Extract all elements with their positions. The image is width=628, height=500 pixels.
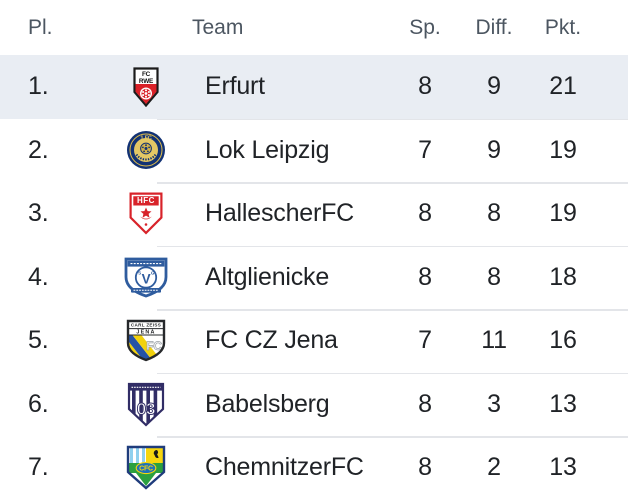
matches-cell: 8: [418, 72, 432, 101]
svg-text:1.FC: 1.FC: [140, 136, 151, 142]
table-row[interactable]: 4. S G V Altglienicke 8 8 18: [0, 245, 628, 310]
team-name-cell: Lok Leipzig: [205, 135, 330, 164]
team-name-cell: Erfurt: [205, 72, 265, 101]
babelsberg-crest-icon: 03: [100, 382, 192, 427]
svg-text:CFC: CFC: [139, 466, 153, 473]
goal-diff-cell: 9: [487, 72, 501, 101]
column-header-sp: Sp.: [409, 15, 441, 39]
svg-text:FC: FC: [142, 71, 151, 78]
team-name-cell: Altglienicke: [205, 262, 330, 291]
svg-text:FC: FC: [146, 339, 162, 353]
points-cell: 18: [549, 262, 577, 291]
svg-text:03: 03: [137, 399, 156, 418]
column-header-pkt: Pkt.: [544, 15, 582, 39]
points-cell: 19: [549, 135, 577, 164]
svg-text:V: V: [142, 271, 151, 286]
position-cell: 5.: [28, 326, 49, 355]
position-cell: 7.: [28, 453, 49, 482]
matches-cell: 8: [418, 262, 432, 291]
goal-diff-cell: 3: [487, 389, 501, 418]
column-header-pl: Pl.: [28, 15, 53, 39]
jena-crest-icon: FC CARL ZEISS JENA: [100, 319, 192, 362]
points-cell: 13: [549, 453, 577, 482]
table-row[interactable]: 3. HFC HallescherFC 8 8 19: [0, 182, 628, 246]
matches-cell: 8: [418, 199, 432, 228]
lok-leipzig-crest-icon: 1.FC: [100, 130, 192, 170]
goal-diff-cell: 9: [487, 135, 501, 164]
team-name-cell: ChemnitzerFC: [205, 453, 364, 482]
table-row[interactable]: 1. FC RWE Erfurt 8 9 21: [0, 55, 628, 119]
matches-cell: 7: [418, 326, 432, 355]
position-cell: 4.: [28, 262, 49, 291]
team-name-cell: HallescherFC: [205, 199, 355, 228]
svg-text:RWE: RWE: [139, 78, 154, 85]
matches-cell: 7: [418, 135, 432, 164]
hallescher-crest-icon: HFC: [100, 191, 192, 236]
position-cell: 6.: [28, 389, 49, 418]
team-name-cell: FC CZ Jena: [205, 326, 338, 355]
position-cell: 1.: [28, 72, 49, 101]
chemnitzer-crest-icon: CFC: [100, 445, 192, 490]
table-row[interactable]: 5. FC CARL ZEISS JENA FC CZ Jena 7 11 16: [0, 309, 628, 373]
svg-text:JENA: JENA: [136, 330, 155, 336]
svg-text:G: G: [151, 270, 155, 275]
table-row[interactable]: 7. CFC ChemnitzerFC 8 2 13: [0, 436, 628, 500]
svg-text:S: S: [138, 270, 141, 275]
matches-cell: 8: [418, 453, 432, 482]
table-row[interactable]: 2. 1.FC Lok Leipzig 7 9 19: [0, 118, 628, 183]
position-cell: 3.: [28, 199, 49, 228]
svg-text:HFC: HFC: [137, 196, 155, 205]
table-row[interactable]: 6. 03 Babelsberg 8 3 13: [0, 372, 628, 437]
points-cell: 21: [549, 72, 577, 101]
goal-diff-cell: 8: [487, 199, 501, 228]
points-cell: 19: [549, 199, 577, 228]
points-cell: 16: [549, 326, 577, 355]
position-cell: 2.: [28, 135, 49, 164]
goal-diff-cell: 11: [481, 326, 507, 355]
altglienicke-crest-icon: S G V: [100, 257, 192, 298]
column-header-team: Team: [192, 15, 244, 39]
table-body: 1. FC RWE Erfurt 8 9 21 2. 1.FC: [0, 55, 628, 500]
goal-diff-cell: 8: [487, 262, 501, 291]
points-cell: 13: [549, 389, 577, 418]
column-header-diff: Diff.: [475, 15, 513, 39]
svg-text:CARL ZEISS: CARL ZEISS: [131, 323, 161, 328]
goal-diff-cell: 2: [487, 453, 501, 482]
erfurt-crest-icon: FC RWE: [100, 67, 192, 107]
matches-cell: 8: [418, 389, 432, 418]
table-header: Pl. Team Sp. Diff. Pkt.: [0, 0, 628, 55]
team-name-cell: Babelsberg: [205, 389, 330, 418]
